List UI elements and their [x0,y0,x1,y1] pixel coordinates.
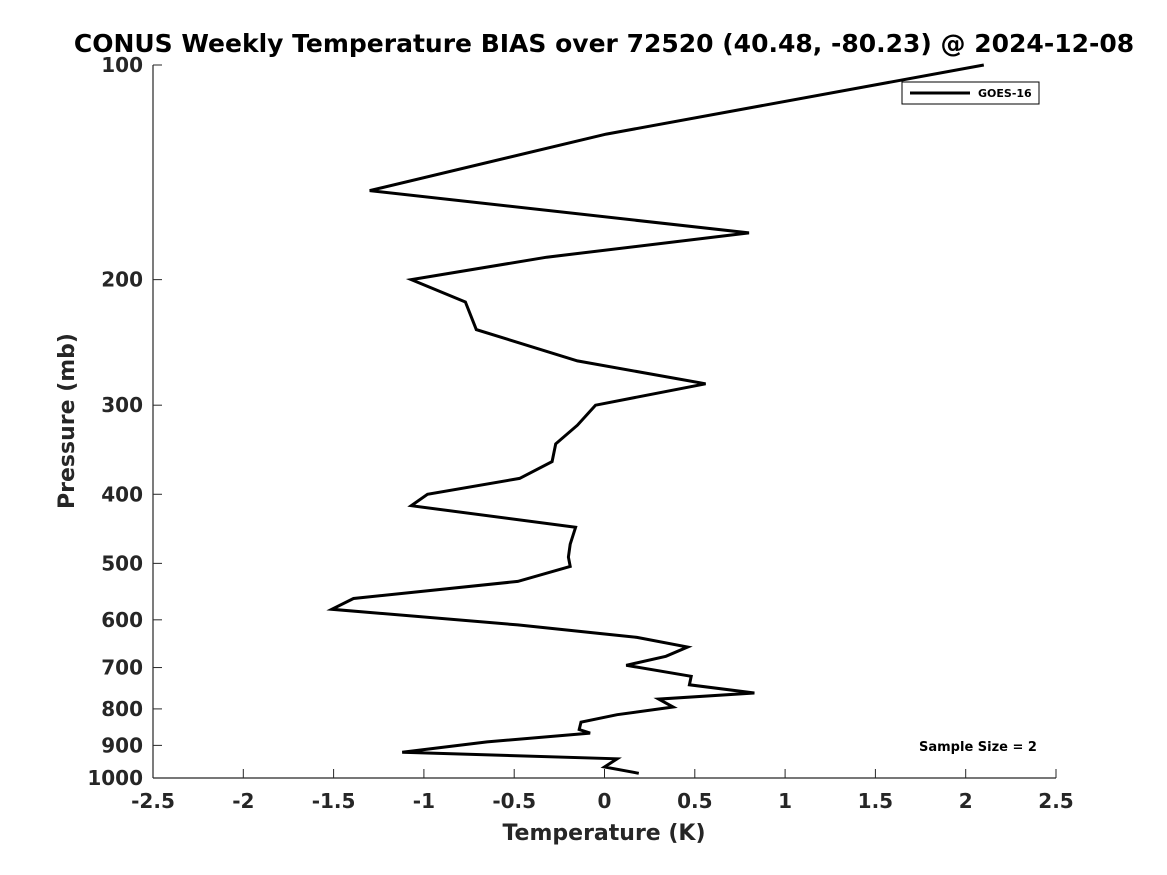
y-tick-label: 800 [101,697,143,721]
x-tick-label: -2 [232,789,254,813]
y-tick-label: 400 [101,482,143,506]
x-tick-label: 0 [598,789,612,813]
y-tick-label: 200 [101,268,143,292]
chart-title: CONUS Weekly Temperature BIAS over 72520… [74,29,1134,58]
x-ticks: -2.5 -2 -1.5 -1 -0.5 0 0.5 1 1.5 2 2.5 [131,769,1074,813]
x-tick-label: 0.5 [677,789,712,813]
legend-label-goes-16: GOES-16 [978,87,1032,100]
y-tick-label: 700 [101,656,143,680]
x-tick-label: -0.5 [492,789,536,813]
y-tick-label: 900 [101,733,143,757]
x-tick-label: 1 [778,789,792,813]
x-tick-label: 1.5 [858,789,893,813]
x-tick-label: 2 [959,789,973,813]
y-ticks: 100 200 300 400 500 600 700 800 900 1000 [87,53,162,790]
x-tick-label: -1.5 [312,789,356,813]
y-tick-label: 1000 [87,766,143,790]
x-tick-label: -1 [413,789,435,813]
y-tick-label: 500 [101,551,143,575]
plot-area [153,65,1056,778]
sample-size-annotation: Sample Size = 2 [919,740,1037,755]
x-tick-label: 2.5 [1038,789,1073,813]
y-tick-label: 300 [101,393,143,417]
series-line-goes-16 [326,63,985,775]
series-group [326,63,985,775]
y-tick-label: 600 [101,608,143,632]
x-tick-label: -2.5 [131,789,175,813]
legend: GOES-16 [901,81,1040,105]
legend-box [901,81,1040,105]
y-axis-label: Pressure (mb) [55,333,80,509]
y-tick-label: 100 [101,53,143,77]
x-axis-label: Temperature (K) [502,821,705,846]
